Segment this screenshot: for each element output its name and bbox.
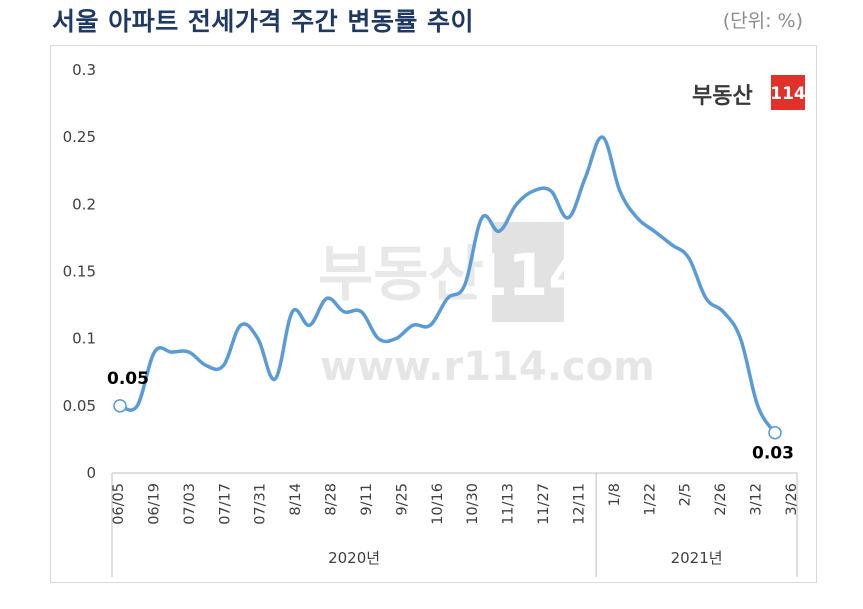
chart-title: 서울 아파트 전세가격 주간 변동률 추이 bbox=[52, 7, 475, 36]
x-tick-label: 9/11 bbox=[359, 483, 375, 516]
watermark-box bbox=[492, 222, 564, 322]
y-tick-label: 0 bbox=[86, 464, 96, 482]
chart-frame bbox=[50, 45, 817, 583]
y-tick-label: 0.05 bbox=[63, 397, 96, 415]
data-point-marker bbox=[768, 425, 782, 440]
logo-box bbox=[771, 75, 805, 110]
x-tick-label: 2/26 bbox=[713, 483, 729, 516]
x-tick-label: 11/27 bbox=[536, 483, 552, 525]
x-tick-label: 3/12 bbox=[749, 483, 765, 516]
logo-text: 부동산 bbox=[692, 84, 753, 109]
x-tick-label: 07/03 bbox=[182, 483, 198, 525]
series-group bbox=[118, 135, 777, 435]
year-label: 2021년 bbox=[671, 549, 723, 567]
data-point-marker bbox=[113, 399, 127, 413]
watermark-text: 부동산 bbox=[318, 240, 484, 310]
x-tick-label: 9/25 bbox=[394, 483, 410, 516]
y-tick-label: 0.25 bbox=[63, 128, 96, 146]
year-label: 2020년 bbox=[328, 549, 380, 567]
x-tick-label: 8/14 bbox=[288, 483, 304, 516]
y-axis: 0 0.05 0.1 0.15 0.2 0.25 0.3 bbox=[63, 61, 96, 482]
x-tick-label: 07/17 bbox=[217, 483, 233, 525]
x-tick-label: 10/30 bbox=[465, 483, 481, 525]
x-axis: 06/05 06/19 07/03 07/17 07/31 8/14 8/28 9/11 9/2… bbox=[111, 472, 800, 577]
watermark-url: www.r114.com bbox=[320, 344, 655, 390]
x-tick-label: 1/22 bbox=[642, 483, 658, 516]
watermark: 부동산 114 www.r114.com bbox=[318, 222, 655, 390]
x-tick-label: 12/11 bbox=[571, 483, 587, 525]
y-tick-label: 0.15 bbox=[63, 263, 96, 281]
y-tick-label: 0.2 bbox=[72, 195, 96, 213]
y-tick-label: 0.3 bbox=[72, 61, 96, 79]
x-tick-label: 06/05 bbox=[111, 483, 127, 525]
series-line bbox=[118, 135, 777, 435]
x-tick-label: 11/13 bbox=[501, 483, 517, 525]
data-label: 0.03 bbox=[752, 444, 794, 464]
y-tick-label: 0.1 bbox=[72, 330, 96, 348]
data-labels: 0.05 0.03 bbox=[107, 369, 794, 464]
x-tick-label: 2/5 bbox=[678, 483, 694, 506]
logo: 부동산 114 bbox=[692, 75, 806, 110]
x-tick-label: 07/31 bbox=[253, 483, 269, 525]
x-tick-label: 3/26 bbox=[784, 483, 800, 516]
x-tick-label: 1/8 bbox=[607, 483, 623, 506]
watermark-number: 114 bbox=[467, 241, 588, 309]
x-tick-label: 8/28 bbox=[324, 483, 340, 516]
logo-number: 114 bbox=[770, 84, 806, 104]
x-tick-label: 06/19 bbox=[146, 483, 162, 525]
data-label: 0.05 bbox=[107, 369, 149, 389]
unit-label: (단위: %) bbox=[722, 10, 803, 32]
x-tick-label: 10/16 bbox=[430, 483, 446, 525]
